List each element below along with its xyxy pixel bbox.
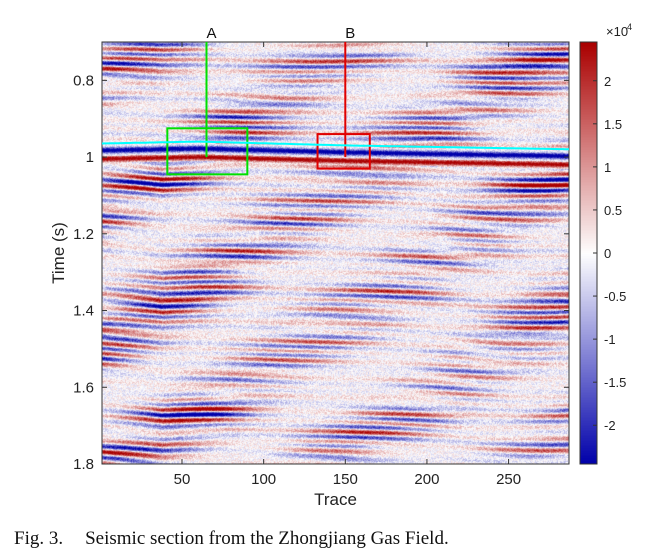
x-tick-label: 50 bbox=[174, 471, 191, 488]
figure-caption: Fig. 3. Seismic section from the Zhongjia… bbox=[14, 528, 449, 550]
colorbar-tick-label: 0.5 bbox=[604, 203, 622, 218]
y-tick-label: 1.4 bbox=[73, 303, 94, 320]
y-tick-label: 0.8 bbox=[73, 72, 94, 89]
x-tick-label: 100 bbox=[251, 471, 276, 488]
y-tick-label: 1.2 bbox=[73, 226, 94, 243]
plot-axes: 50 100 150 200 250 0.8 1 1.2 1.4 1.6 1.8 Trace Time … bbox=[49, 22, 632, 509]
caption-text: Seismic section from the Zhongjiang Gas … bbox=[85, 528, 449, 549]
x-axis-label: Trace bbox=[314, 490, 357, 509]
colorbar-tick-label: -0.5 bbox=[604, 289, 626, 304]
colorbar-tick-label: 1.5 bbox=[604, 117, 622, 132]
colorbar bbox=[580, 42, 597, 464]
y-tick-label: 1.6 bbox=[73, 379, 94, 396]
colorbar-tick-label: -1.5 bbox=[604, 375, 626, 390]
well-label-B: B bbox=[345, 25, 355, 42]
plot-frame bbox=[101, 41, 570, 465]
x-tick-label: 250 bbox=[496, 471, 521, 488]
y-tick-label: 1.8 bbox=[73, 456, 94, 473]
colorbar-tick-label: 1 bbox=[604, 160, 611, 175]
y-axis-label: Time (s) bbox=[49, 222, 68, 284]
x-tick-label: 150 bbox=[333, 471, 358, 488]
y-tick-label: 1 bbox=[86, 149, 94, 166]
horizon-line bbox=[101, 140, 570, 151]
colorbar-tick-label: 2 bbox=[604, 74, 611, 89]
annotation-box-A bbox=[166, 127, 249, 176]
figure-label: Fig. 3. bbox=[14, 528, 64, 549]
colorbar-tick-label: 0 bbox=[604, 246, 611, 261]
colorbar-tick-label: -2 bbox=[604, 418, 616, 433]
x-tick-label: 200 bbox=[414, 471, 439, 488]
colorbar-multiplier: ×10 bbox=[606, 24, 628, 39]
colorbar-exponent: 4 bbox=[627, 22, 632, 32]
well-label-A: A bbox=[206, 25, 216, 42]
annotation-box-B bbox=[316, 133, 371, 170]
colorbar-tick-label: -1 bbox=[604, 332, 616, 347]
seismic-section-image bbox=[102, 42, 569, 464]
